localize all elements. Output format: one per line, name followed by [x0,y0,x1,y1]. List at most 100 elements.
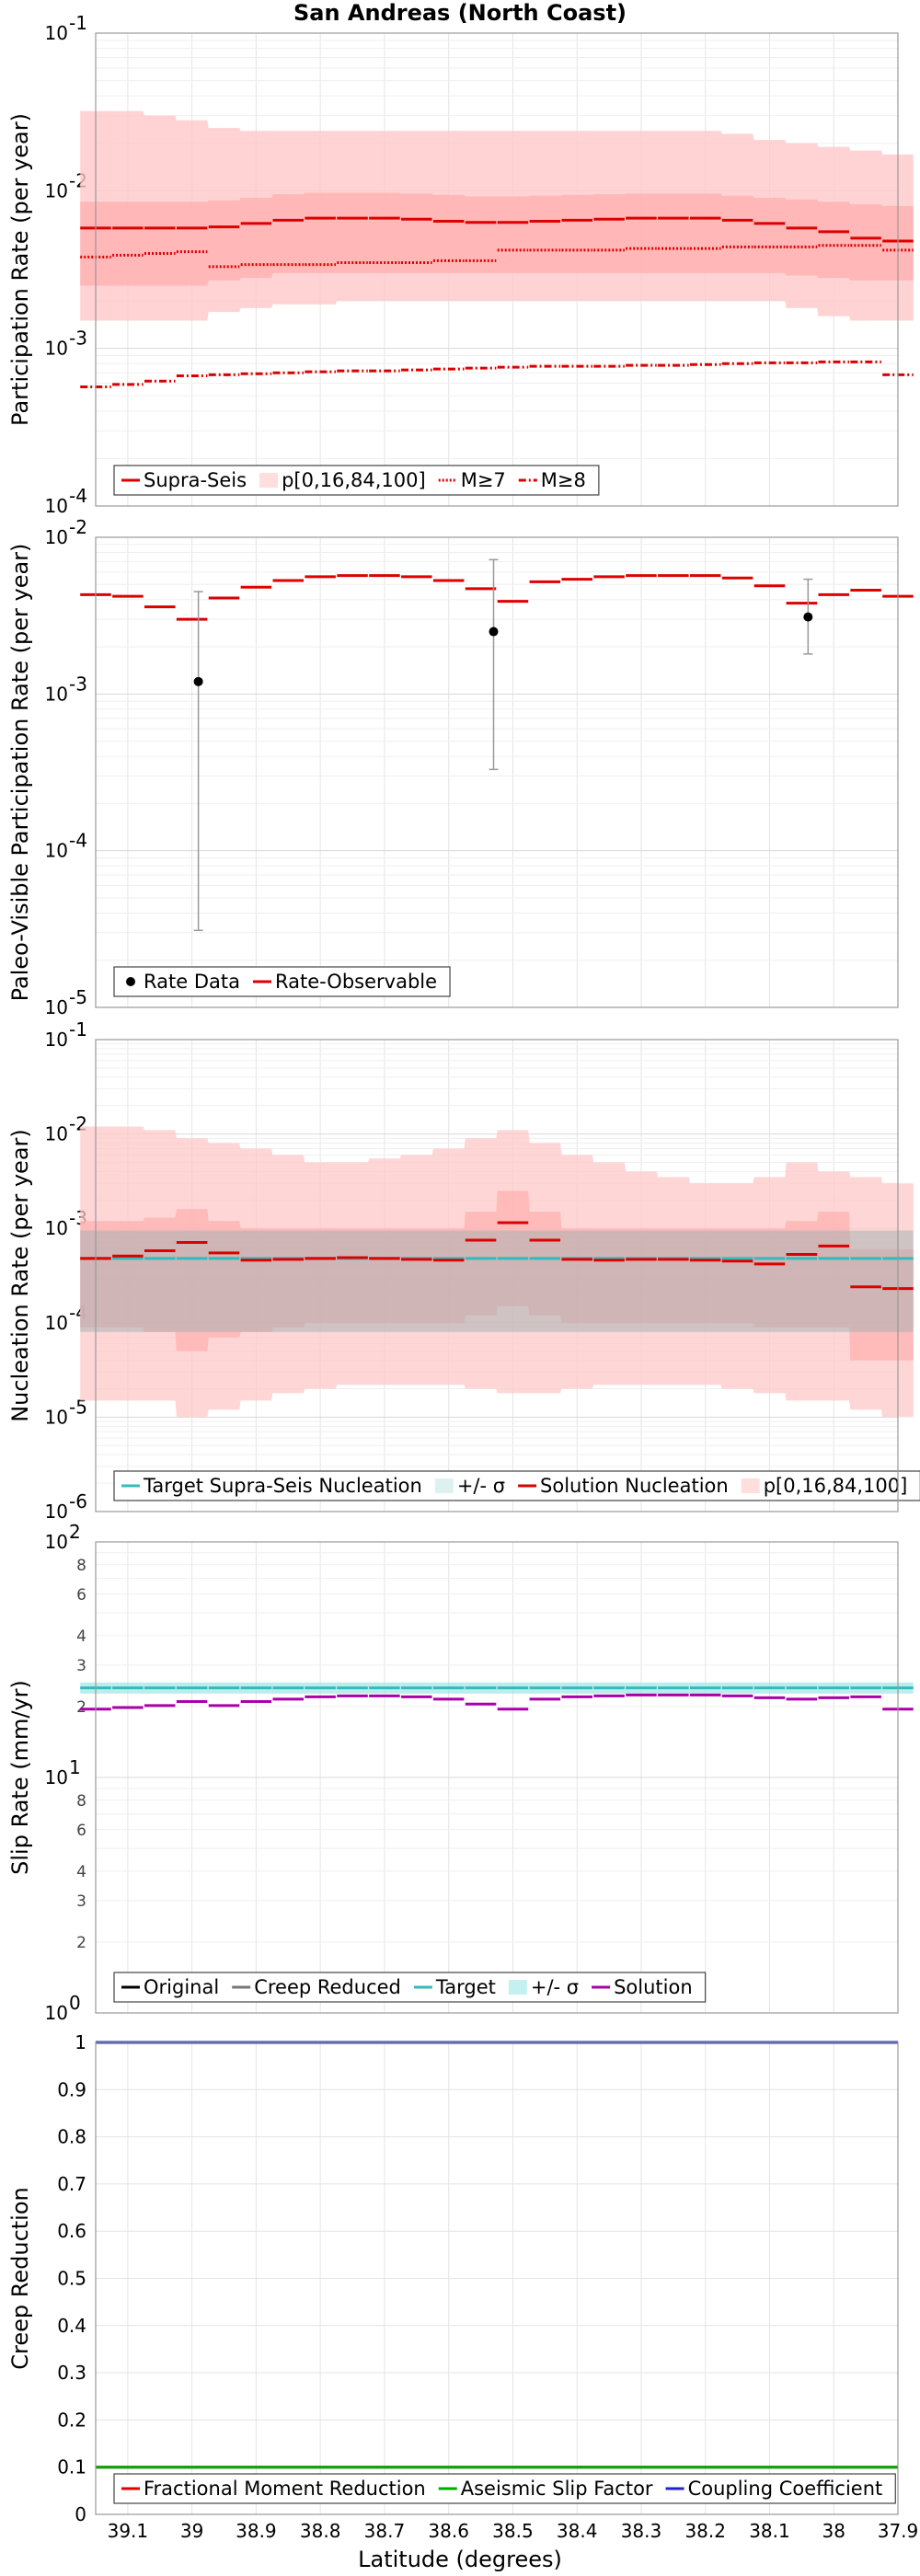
x-tick-label: 37.9 [878,2520,919,2542]
y-minor-tick-label: 6 [76,1586,86,1604]
legend-box [113,2473,896,2504]
legend-box [113,465,600,496]
legend-fill-swatch [259,473,279,488]
y-tick-exponent: -3 [69,673,87,695]
y-tick-exponent: -5 [69,986,87,1008]
rate-data-point [489,627,499,637]
legend-label: p[0,16,84,100] [764,1475,908,1497]
x-axis-label: Latitude (degrees) [358,2547,562,2572]
plot-border [95,32,899,507]
y-tick-exponent: -1 [69,12,87,34]
plot-area [96,537,898,1007]
y-tick-label: 0.1 [57,2456,86,2478]
legend-label: +/- σ [457,1475,505,1497]
sigma-band [80,1682,914,1694]
y-tick-label: 10 [45,996,68,1018]
chart-title: San Andreas (North Coast) [293,0,627,26]
legend: Target Supra-Seis Nucleation +/- σ Solutio… [113,1470,920,1501]
y-tick-label: 10 [45,1531,68,1553]
y-tick-label: 10 [45,1123,68,1145]
y-tick-exponent: 2 [69,1521,81,1543]
y-tick-label: 10 [45,338,68,360]
y-tick-label: 10 [45,1312,68,1334]
rate-data-point [803,612,813,622]
y-axis-label: Slip Rate (mm/yr) [7,1680,33,1875]
y-minor-tick-label: 8 [76,1557,86,1575]
y-tick-exponent: -4 [69,830,87,852]
legend-label: +/- σ [531,1976,579,1998]
y-tick-label: 0.5 [57,2268,86,2290]
legend-label: Target [435,1976,496,1998]
y-tick-label: 0 [75,2503,86,2525]
legend-fill-swatch [741,1478,760,1493]
x-tick-label: 39.1 [108,2520,149,2542]
legend: Fractional Moment Reduction Aseismic Slip… [113,2473,896,2504]
y-tick-label: 0.8 [57,2126,86,2148]
legend-label: Coupling Coefficient [688,2478,883,2500]
plot-border [95,2041,899,2515]
legend-label: Rate Data [144,971,240,993]
y-tick-label: 10 [45,495,68,517]
y-tick-label: 0.2 [57,2409,86,2431]
y-tick-label: 0.9 [57,2078,86,2100]
legend: Supra-Seis p[0,16,84,100] M≥7 M≥8 [113,465,600,496]
legend-label: Solution Nucleation [540,1475,729,1497]
legend: Original Creep Reduced Target +/- σ Solution [113,1972,707,2003]
y-minor-tick-label: 3 [76,1892,86,1911]
y-tick-label: 10 [45,840,68,862]
y-tick-exponent: -5 [69,1396,87,1418]
legend-box [113,1470,920,1501]
y-minor-tick-label: 4 [76,1627,86,1646]
plot-border [95,536,899,1008]
legend-label: Aseismic Slip Factor [461,2478,653,2500]
x-tick-label: 38.4 [557,2520,598,2542]
y-tick-label: 10 [45,2002,68,2024]
y-tick-label: 10 [45,1501,68,1523]
y-axis-label: Paleo-Visible Participation Rate (per ye… [7,544,33,1002]
x-tick-label: 38.8 [300,2520,341,2542]
y-tick-label: 0.7 [57,2173,86,2195]
legend-dot-swatch [126,977,135,986]
y-tick-label: 10 [45,22,68,44]
x-tick-label: 38.6 [428,2520,469,2542]
x-tick-label: 38.1 [749,2520,790,2542]
legend-label: M≥8 [541,469,586,491]
x-tick-label: 38.7 [364,2520,406,2542]
x-tick-label: 38.9 [236,2520,277,2542]
y-tick-label: 10 [45,1217,68,1239]
y-tick-label: 10 [45,683,68,705]
legend-box [113,966,451,997]
legend-label: Supra-Seis [144,469,247,491]
x-tick-label: 38 [822,2520,845,2542]
y-axis-label: Creep Reduction [7,2187,33,2369]
sigma-band [80,1230,914,1332]
x-tick-label: 38.5 [492,2520,534,2542]
plot-border [95,1541,899,2014]
y-tick-exponent: 0 [69,1992,81,2014]
legend: Rate Data Rate-Observable [113,966,451,997]
y-tick-label: 1 [75,2031,86,2053]
percentile-band-inner [80,192,914,286]
y-minor-tick-label: 6 [76,1822,86,1840]
y-tick-label: 10 [45,1766,68,1788]
y-minor-tick-label: 4 [76,1863,86,1881]
y-minor-tick-label: 2 [76,1698,86,1717]
y-tick-label: 0.3 [57,2362,86,2384]
y-minor-tick-label: 2 [76,1934,86,1952]
legend-label: M≥7 [461,469,506,491]
legend-label: Rate-Observable [275,971,437,993]
legend-label: Creep Reduced [254,1976,401,1998]
y-tick-label: 10 [45,526,68,548]
y-axis-label: Nucleation Rate (per year) [7,1129,33,1422]
y-tick-label: 10 [45,1406,68,1428]
y-tick-label: 0.4 [57,2315,86,2337]
x-tick-label: 39 [180,2520,203,2542]
legend-label: Target Supra-Seis Nucleation [143,1475,422,1497]
rate-data-point [193,676,203,686]
legend-label: Solution [614,1976,693,1998]
